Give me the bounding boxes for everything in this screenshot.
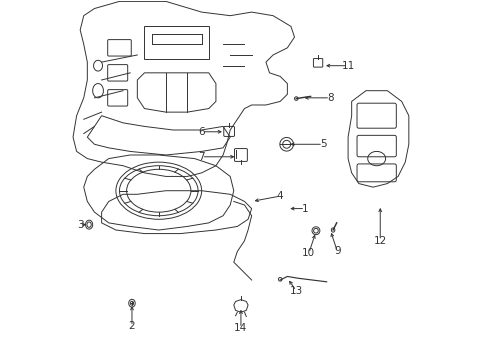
Text: 9: 9 [333,247,340,256]
Text: 14: 14 [234,323,247,333]
Text: 10: 10 [302,248,315,258]
Text: 1: 1 [301,203,308,213]
Text: 3: 3 [77,220,83,230]
Text: 2: 2 [128,321,135,332]
Text: 13: 13 [289,286,302,296]
Text: 12: 12 [373,236,386,246]
Text: 6: 6 [198,127,204,137]
Text: 4: 4 [276,191,283,201]
Text: 7: 7 [198,152,204,162]
Text: 5: 5 [319,139,325,149]
Text: 11: 11 [341,61,354,71]
Text: 8: 8 [326,93,333,103]
